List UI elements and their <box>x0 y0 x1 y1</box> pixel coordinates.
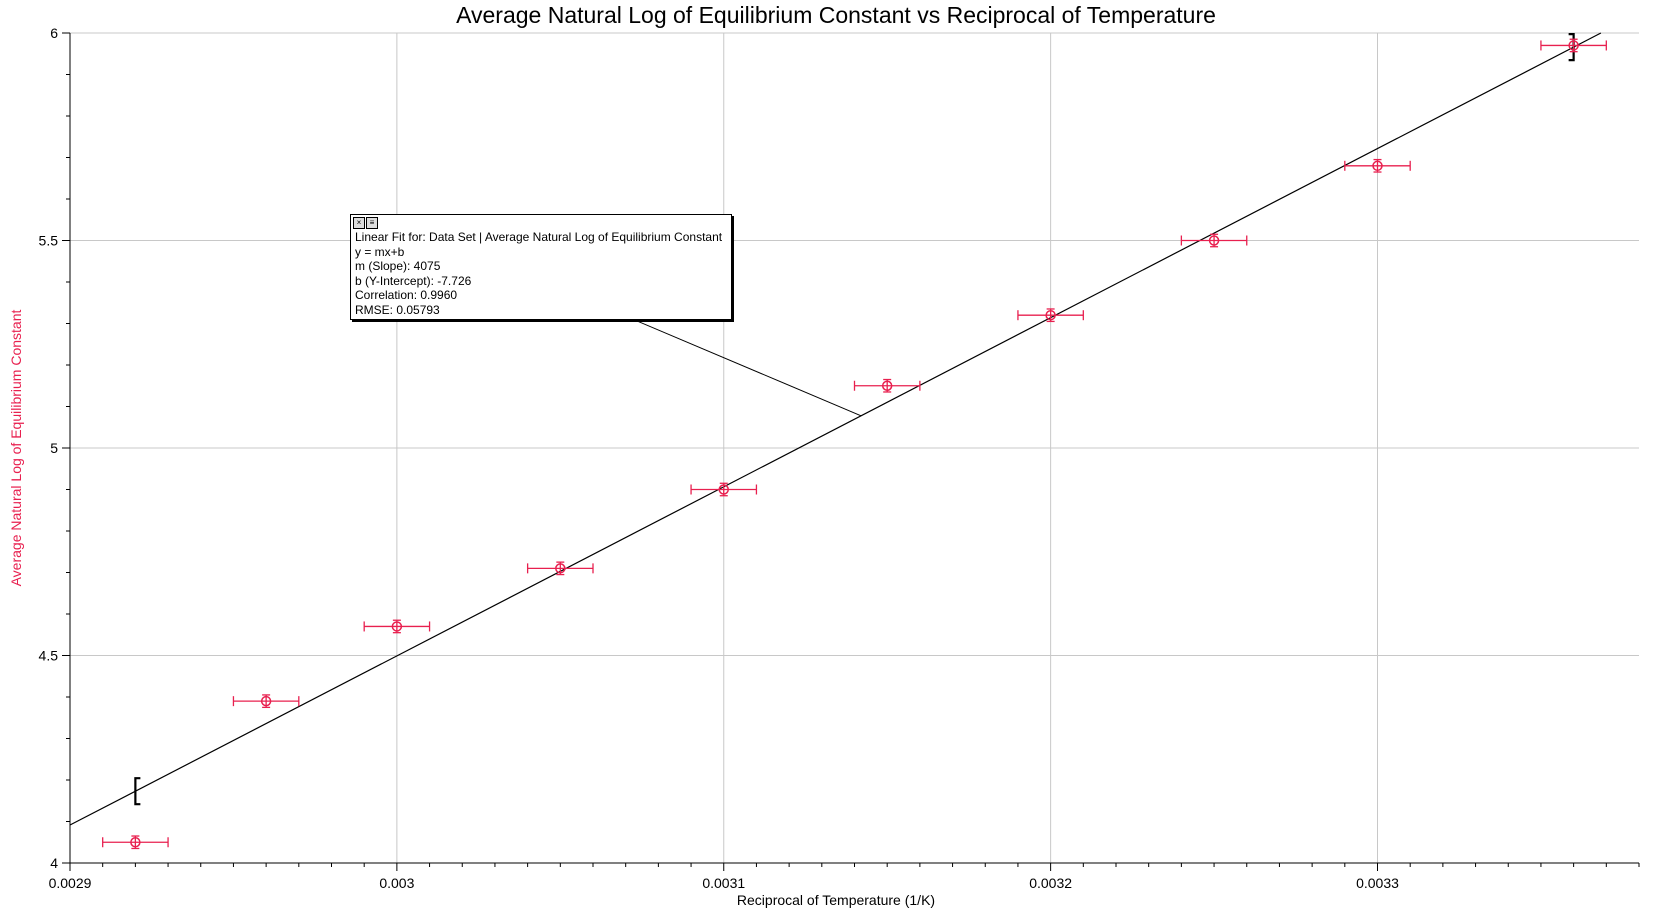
fit-line-2: y = mx+b <box>355 244 405 259</box>
y-tick-label: 6 <box>50 25 58 41</box>
options-icon[interactable]: ≡ <box>366 217 378 229</box>
x-tick-label: 0.0033 <box>1356 875 1399 891</box>
x-tick-label: 0.0029 <box>49 875 92 891</box>
data-point <box>1372 160 1383 172</box>
x-axis-label: Reciprocal of Temperature (1/K) <box>736 892 936 908</box>
fit-line-1: Linear Fit for: Data Set | Average Natur… <box>355 230 723 244</box>
data-point <box>555 563 566 574</box>
fit-line-3: m (Slope): 4075 <box>355 259 441 273</box>
x-tick-label: 0.0032 <box>1029 875 1072 891</box>
linear-fit-annotation[interactable]: × ≡ Linear Fit for: Data Set | Average N… <box>350 214 732 320</box>
annotation-leader-line <box>629 317 862 417</box>
data-point <box>1045 309 1056 321</box>
chart-title: Average Natural Log of Equilibrium Const… <box>456 2 1216 28</box>
data-point <box>260 695 272 707</box>
data-point <box>881 380 893 391</box>
x-tick-label: 0.003 <box>379 875 414 891</box>
fit-line-4: b (Y-Intercept): -7.726 <box>355 273 472 288</box>
data-point <box>1208 235 1220 246</box>
fit-line-5: Correlation: 0.9960 <box>355 288 458 302</box>
data-point <box>391 621 403 632</box>
fit-line-6: RMSE: 0.05793 <box>355 302 440 317</box>
fit-range-start-bracket <box>134 777 141 806</box>
y-tick-label: 4 <box>50 855 58 871</box>
linear-fit-line <box>69 32 1602 826</box>
data-point <box>718 484 729 495</box>
x-tick-label: 0.0031 <box>702 875 745 891</box>
y-tick-label: 4.5 <box>39 648 59 664</box>
y-tick-label: 5.5 <box>39 233 59 249</box>
data-point <box>1568 40 1579 51</box>
y-tick-label: 5 <box>50 440 58 456</box>
data-point <box>130 837 141 848</box>
close-icon[interactable]: × <box>353 217 365 229</box>
